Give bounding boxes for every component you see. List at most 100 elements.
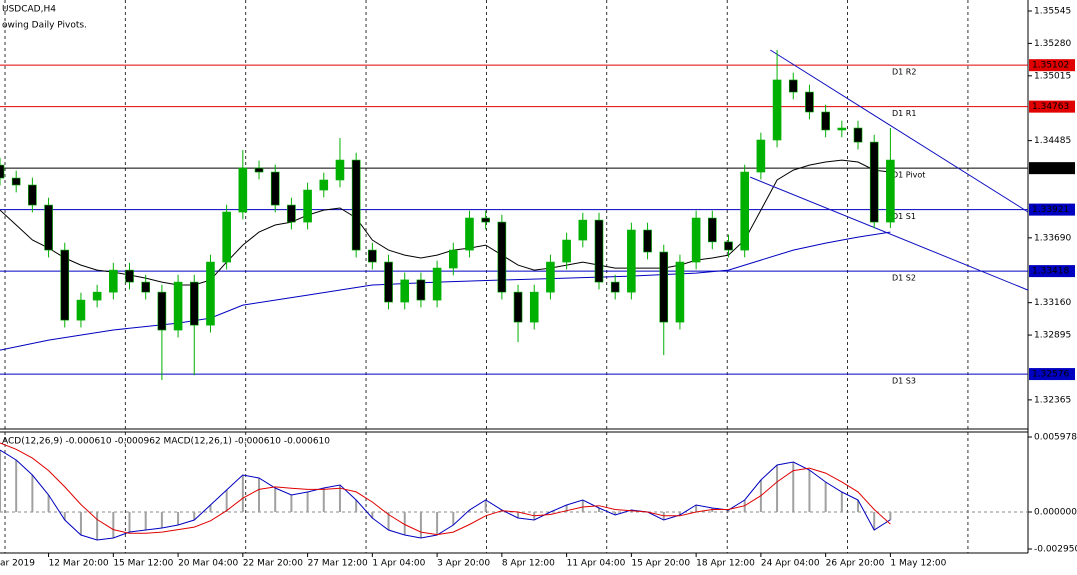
price-label-box <box>1029 265 1075 278</box>
candle-body <box>60 249 70 321</box>
candle-body <box>788 79 798 93</box>
price-label-box <box>1029 100 1075 113</box>
candle-body <box>886 159 895 223</box>
candle-body <box>853 127 863 143</box>
candle-body <box>384 261 393 303</box>
candle-body <box>28 184 37 206</box>
pivot-name: D1 R2 <box>892 68 916 77</box>
candle-body <box>594 219 604 283</box>
candle-body <box>724 241 733 251</box>
candle-body <box>254 167 264 173</box>
candle-body <box>125 269 134 283</box>
y-tick-label: 1.32365 <box>1034 395 1071 405</box>
y-tick-label: 1.35280 <box>1034 39 1071 49</box>
candle-body <box>805 91 814 113</box>
x-tick-label: 20 Mar 04:00 <box>178 559 238 569</box>
x-tick-label: 1 Apr 04:00 <box>372 559 425 569</box>
price-label: 1.33418 <box>1032 267 1069 277</box>
candle-body <box>578 219 588 241</box>
x-tick-label: 3 Apr 20:00 <box>437 559 490 569</box>
candle-body <box>44 204 53 251</box>
candle-body <box>222 211 231 263</box>
candle-body <box>691 217 701 263</box>
y-tick-label: 1.32895 <box>1034 331 1071 341</box>
candle-body <box>368 249 377 263</box>
pivot-name: D1 Pivot <box>892 171 925 180</box>
signal-line <box>0 442 891 536</box>
price-label: 1.34763 <box>1032 102 1069 112</box>
candle-body <box>740 171 749 251</box>
candle-body <box>869 141 879 223</box>
y-tick-label: 1.33160 <box>1034 298 1071 308</box>
price-label: 1.32576 <box>1032 370 1069 380</box>
candle-body <box>529 291 539 323</box>
indicator-line <box>770 49 1029 213</box>
macd-line <box>0 449 891 541</box>
candle-body <box>497 221 507 293</box>
candle-body <box>270 171 280 206</box>
candle-body <box>238 167 248 213</box>
price-label: 1.33921 <box>1032 205 1069 215</box>
candle-body <box>643 229 652 253</box>
candle-body <box>481 217 490 223</box>
x-tick-label: 18 Apr 12:00 <box>696 559 755 569</box>
x-tick-label: 11 Apr 04:00 <box>567 559 626 569</box>
candle-body <box>319 179 329 191</box>
candle-body <box>448 249 458 269</box>
candle-body <box>0 164 5 179</box>
price-label-box <box>1029 368 1075 381</box>
candle-body <box>659 251 669 323</box>
candle-body <box>708 217 717 243</box>
symbol-title: USDCAD,H4 <box>2 5 56 15</box>
candle-body <box>287 204 296 223</box>
pivot-name: D1 S3 <box>892 377 916 386</box>
candle-body <box>173 281 183 331</box>
x-tick-label: 22 Mar 20:00 <box>243 559 303 569</box>
price-label-box <box>1029 59 1075 72</box>
candle-body <box>189 281 199 326</box>
candle-body <box>303 189 312 223</box>
candle-body <box>562 239 571 263</box>
x-tick-label: 27 Mar 12:00 <box>308 559 368 569</box>
y-tick-label: 1.34485 <box>1034 136 1071 146</box>
price-label-box <box>1029 203 1075 216</box>
candle-body <box>627 229 636 293</box>
price-label-box <box>1029 162 1075 175</box>
candle-body <box>756 139 766 173</box>
candle-body <box>335 159 345 181</box>
y-tick-label: 1.33690 <box>1034 233 1071 243</box>
candle-body <box>11 177 21 186</box>
price-label: 1.35102 <box>1032 61 1069 71</box>
candle-body <box>416 279 426 301</box>
x-tick-label: 1 May 12:00 <box>890 559 946 569</box>
candle-body <box>610 281 620 293</box>
pivot-name: D1 R1 <box>892 109 916 118</box>
candle-body <box>141 281 151 293</box>
macd-title: ACD(12,26,9) -0.000610 -0.000962 MACD(12… <box>2 437 330 447</box>
x-tick-label: 24 Apr 04:00 <box>761 559 820 569</box>
candle-body <box>157 291 167 331</box>
candle-body <box>772 79 782 141</box>
y-tick-label: 1.35015 <box>1034 71 1071 81</box>
candle-body <box>821 111 830 131</box>
price-label: 1.34260 <box>1032 164 1069 174</box>
candle-body <box>92 291 102 301</box>
x-tick-label: 15 Mar 12:00 <box>113 559 173 569</box>
candle-body <box>400 279 410 303</box>
candle-body <box>675 261 685 323</box>
pivot-name: D1 S2 <box>892 274 916 283</box>
indicator-title: owing Daily Pivots. <box>2 21 87 31</box>
candle-body <box>432 267 442 301</box>
indicator-line <box>750 176 1029 291</box>
y-tick-label: -0.002950 <box>1034 545 1077 555</box>
y-tick-label: 1.35545 <box>1034 7 1071 17</box>
pivot-name: D1 S1 <box>892 212 916 221</box>
y-tick-label: 0.005978 <box>1034 433 1077 443</box>
x-tick-label: 12 Mar 20:00 <box>49 559 109 569</box>
x-tick-label: 8 Apr 12:00 <box>502 559 555 569</box>
candle-body <box>837 127 847 131</box>
candle-body <box>76 299 86 321</box>
candle-body <box>465 217 474 251</box>
